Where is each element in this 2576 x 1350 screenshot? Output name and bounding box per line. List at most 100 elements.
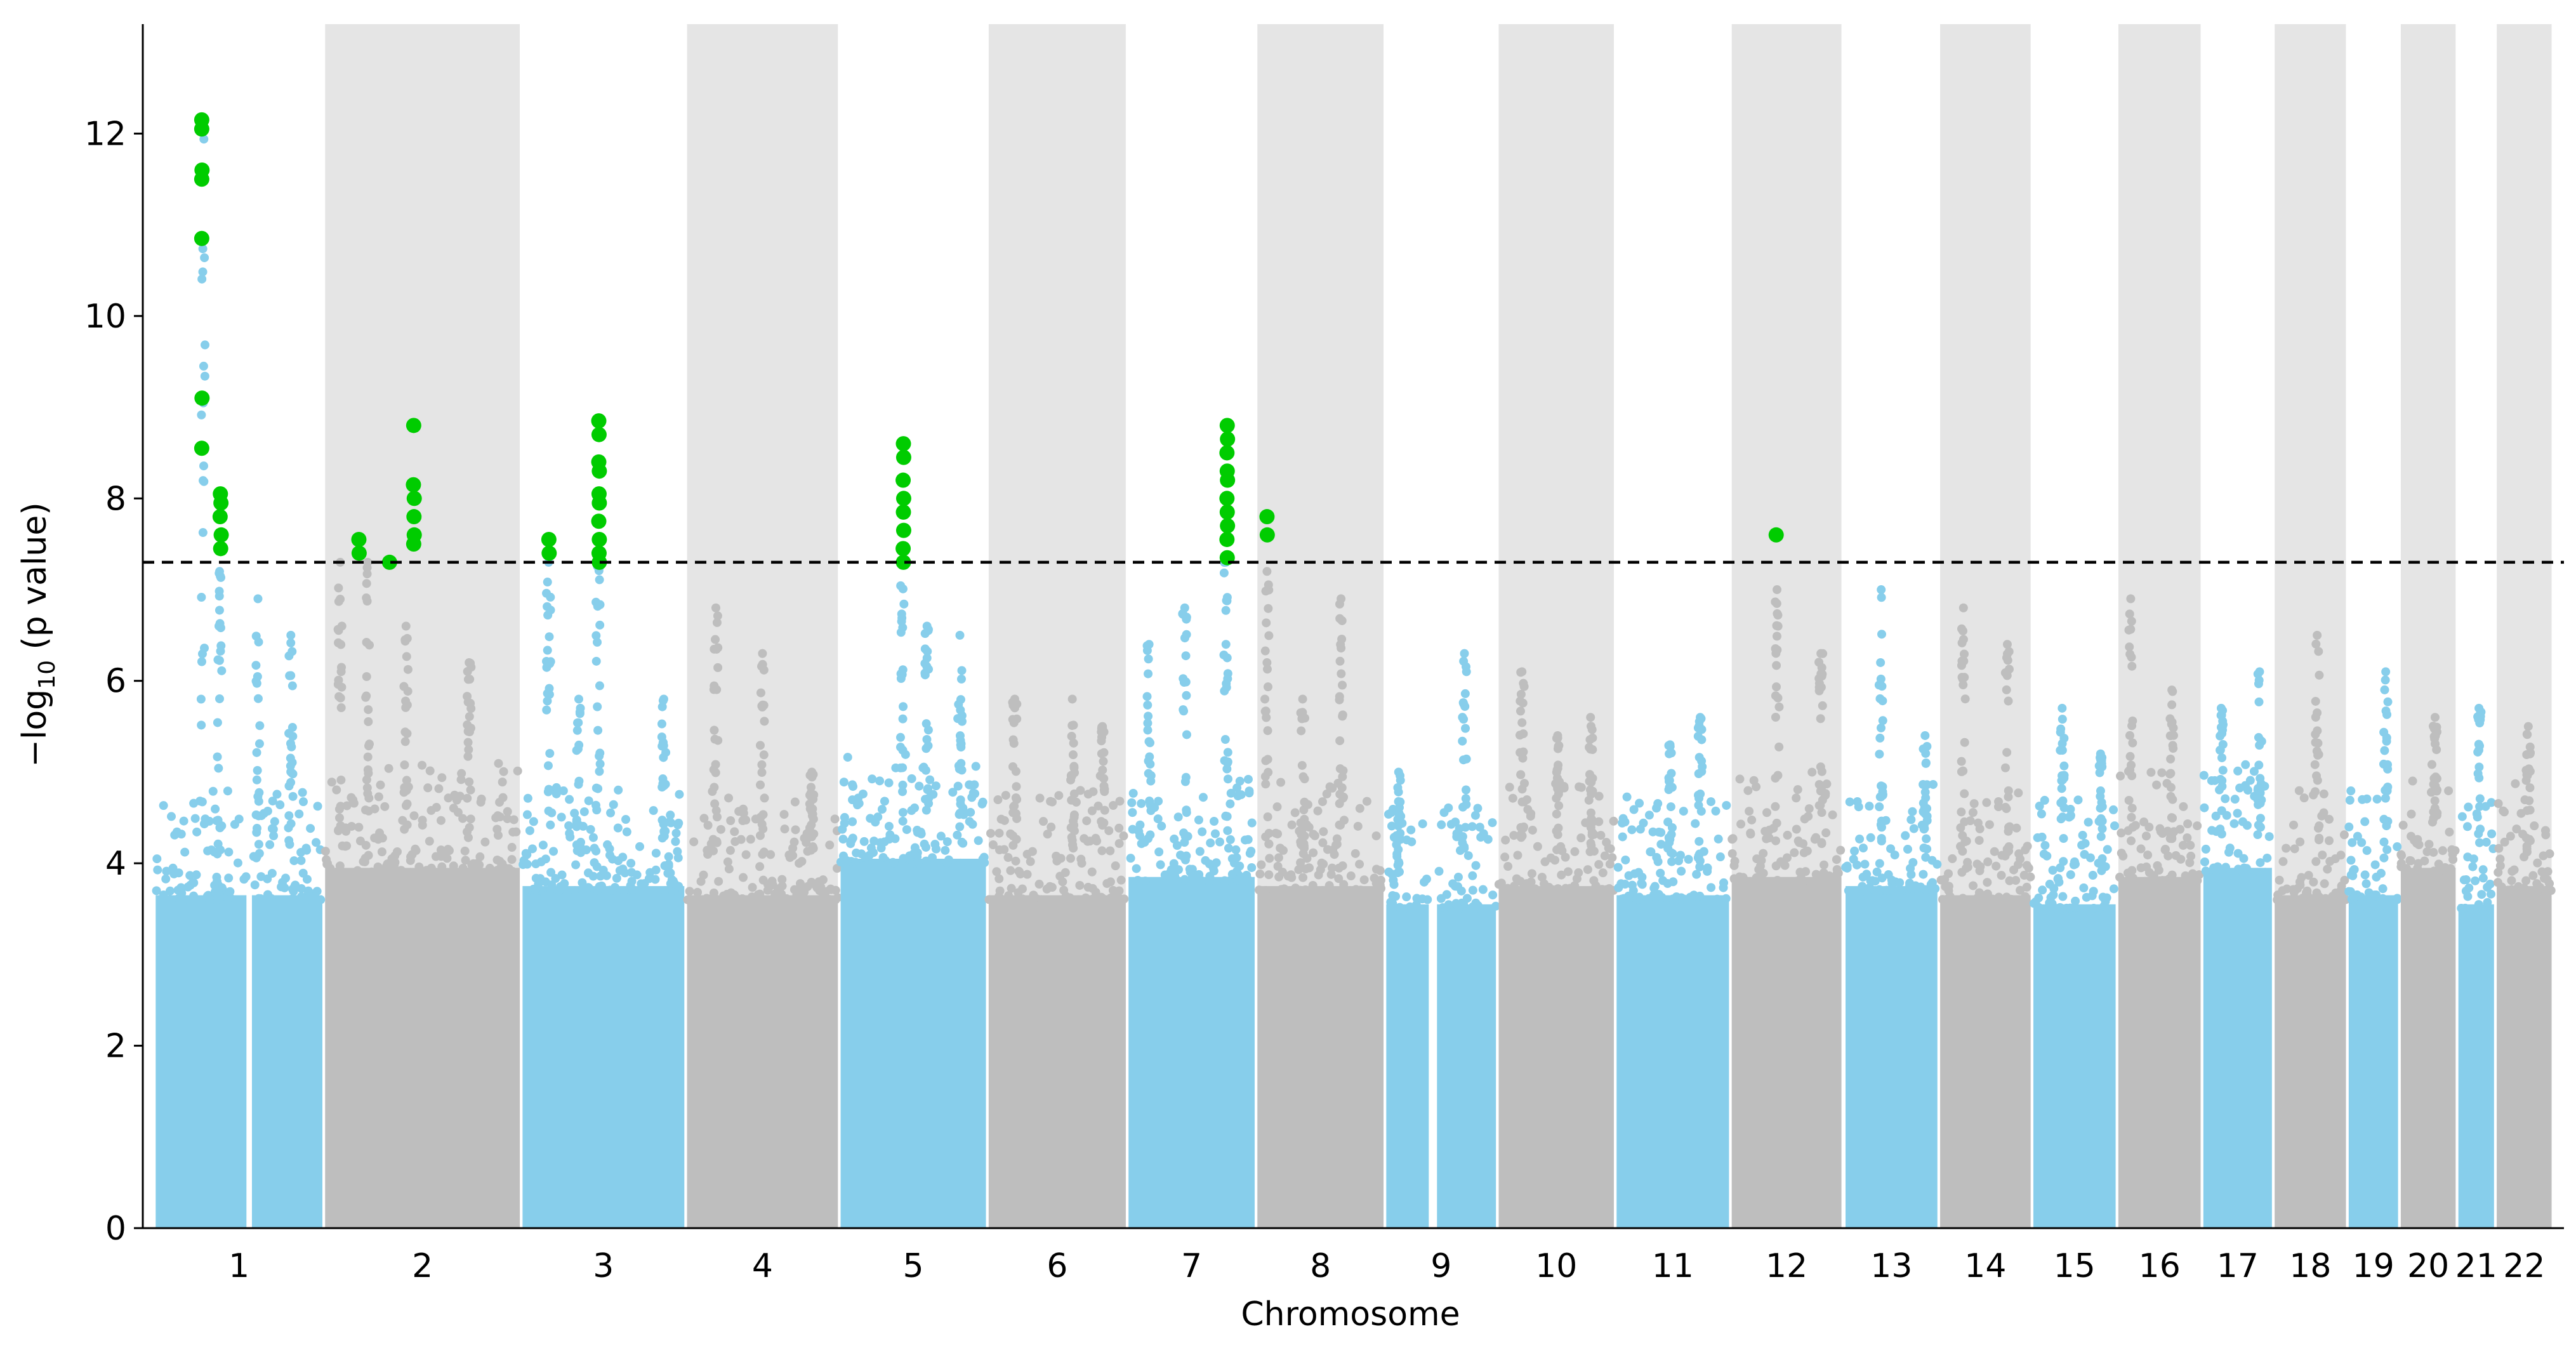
snp-point	[2310, 760, 2320, 769]
snp-point	[1706, 797, 1715, 807]
snp-point	[2217, 806, 2226, 816]
snp-point	[1082, 816, 1092, 826]
snp-point	[2348, 838, 2357, 847]
snp-point	[2468, 862, 2478, 871]
snp-point	[1221, 640, 1231, 649]
snp-point	[1066, 854, 1075, 863]
snp-point	[1875, 792, 1885, 802]
snp-point	[759, 750, 769, 760]
snp-point	[180, 847, 190, 857]
snp-point	[708, 846, 718, 856]
snp-peak-point	[659, 694, 668, 704]
snp-point	[1461, 794, 1470, 804]
snp-point	[1318, 797, 1327, 807]
snp-point	[1982, 798, 1991, 807]
snp-point	[1287, 820, 1297, 830]
significant-snp-point	[895, 491, 911, 506]
snp-point	[1516, 696, 1525, 706]
snp-point	[1128, 788, 1138, 798]
snp-point	[2522, 770, 2532, 779]
snp-point	[2128, 716, 2137, 725]
significant-snp-point	[351, 531, 367, 547]
significant-snp-point	[406, 536, 421, 552]
snp-point	[217, 666, 227, 675]
snp-point	[1339, 880, 1349, 889]
snp-point	[664, 859, 673, 869]
snp-point	[1919, 870, 1928, 879]
snp-point	[353, 866, 362, 875]
snp-point	[1844, 886, 1853, 896]
snp-point	[1232, 853, 1241, 863]
snp-point	[898, 780, 908, 790]
snp-point	[1470, 811, 1480, 820]
snp-point	[1919, 844, 1929, 853]
snp-point	[458, 814, 468, 823]
snp-point	[197, 657, 206, 666]
snp-point	[2493, 868, 2503, 877]
snp-point	[1606, 844, 1615, 854]
snp-point	[1574, 868, 1583, 878]
snp-point	[2533, 858, 2542, 868]
snp-point	[1140, 877, 1150, 886]
snp-point	[463, 720, 472, 730]
snp-point	[1629, 805, 1639, 814]
snp-point	[2157, 768, 2167, 778]
snp-point	[1290, 808, 1300, 817]
snp-point	[1012, 714, 1022, 724]
snp-point	[1586, 823, 1595, 832]
snp-point	[2420, 856, 2429, 866]
snp-point	[2415, 867, 2424, 877]
snp-point	[287, 723, 297, 732]
snp-point	[312, 838, 321, 847]
snp-point	[2066, 870, 2075, 880]
snp-point	[527, 844, 537, 854]
snp-point	[2001, 802, 2011, 812]
significant-snp-point	[1219, 504, 1235, 520]
snp-point	[1068, 750, 1078, 760]
snp-point	[1006, 866, 1015, 875]
snp-point	[875, 776, 885, 786]
snp-point	[197, 593, 206, 602]
snp-point	[1182, 691, 1191, 700]
snp-point	[2261, 868, 2270, 877]
x-tick-label: 3	[593, 1247, 614, 1285]
snp-point	[2353, 831, 2362, 841]
snp-point	[590, 858, 599, 868]
snp-point	[1585, 770, 1594, 779]
snp-point	[463, 692, 472, 701]
snp-point	[1519, 678, 1528, 688]
snp-point	[402, 776, 411, 785]
snp-point	[215, 656, 224, 665]
snp-point	[2520, 883, 2529, 893]
snp-point	[595, 575, 604, 585]
x-tick-label: 13	[1870, 1247, 1912, 1285]
snp-point	[1516, 770, 1526, 779]
snp-point	[313, 802, 322, 811]
snp-point	[2171, 850, 2181, 860]
snp-point	[1232, 783, 1242, 793]
snp-point	[1994, 802, 2004, 812]
snp-point	[494, 758, 503, 768]
snp-point	[724, 793, 734, 803]
snp-peak-point	[1098, 722, 1107, 731]
snp-point	[1132, 864, 1141, 873]
snp-point	[362, 672, 371, 681]
snp-point	[1483, 835, 1493, 844]
snp-point	[1156, 860, 1165, 870]
snp-point	[898, 787, 908, 797]
chromosome-3-points	[519, 413, 685, 1228]
snp-peak-point	[2167, 685, 2177, 695]
snp-peak-point	[1180, 603, 1189, 612]
snp-point	[632, 870, 642, 880]
snp-point	[1519, 729, 1528, 739]
snp-point	[1639, 818, 1648, 828]
chromosome-6-dense-points-0	[988, 895, 1126, 1228]
snp-point	[557, 812, 566, 822]
significant-snp-point	[591, 554, 607, 570]
snp-point	[2102, 893, 2111, 903]
snp-point	[463, 793, 472, 803]
chromosome-14-points	[1936, 603, 2035, 1228]
snp-point	[1119, 831, 1128, 841]
snp-point	[2056, 746, 2065, 755]
snp-peak-point	[1298, 694, 1307, 704]
